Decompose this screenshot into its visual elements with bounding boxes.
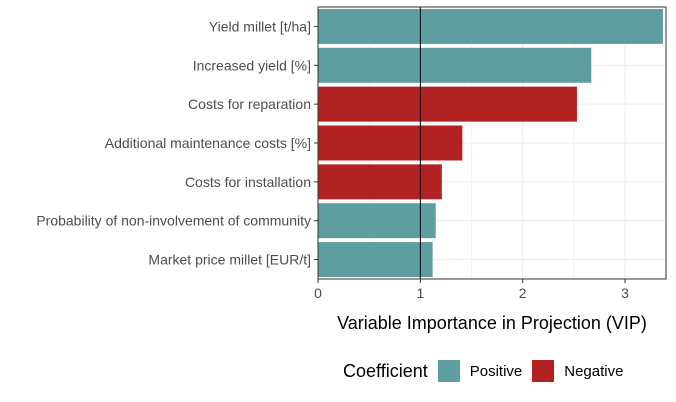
category-label: Costs for reparation — [188, 96, 311, 112]
category-label: Probability of non-involvement of commun… — [36, 213, 311, 229]
bar-negative — [318, 86, 577, 122]
category-label: Yield millet [t/ha] — [209, 18, 311, 34]
legend-title: Coefficient — [343, 360, 428, 381]
category-label: Costs for installation — [185, 174, 311, 190]
x-tick-label: 3 — [621, 285, 629, 301]
bar-positive — [318, 203, 436, 239]
x-tick-label: 0 — [314, 285, 322, 301]
legend-key-positive — [437, 360, 460, 382]
legend: Coefficient Positive Negative — [343, 356, 633, 386]
bar-positive — [318, 8, 663, 44]
legend-key-negative — [532, 360, 555, 382]
category-label: Increased yield [%] — [193, 57, 311, 73]
bar-negative — [318, 164, 442, 200]
x-tick-label: 1 — [416, 285, 424, 301]
legend-item-negative: Negative — [532, 360, 623, 382]
legend-label-positive: Positive — [469, 362, 523, 380]
bar-negative — [318, 125, 463, 161]
vip-bar-chart: Yield millet [t/ha] Increased yield [%] Co… — [36, 6, 667, 333]
legend-label-negative: Negative — [564, 362, 624, 380]
x-axis-ticks: 0 1 2 3 — [314, 279, 629, 301]
category-label: Additional maintenance costs [%] — [105, 135, 311, 151]
legend-item-positive: Positive — [437, 360, 523, 382]
bar-positive — [318, 47, 592, 83]
x-tick-label: 2 — [519, 285, 527, 301]
category-labels: Yield millet [t/ha] Increased yield [%] Co… — [36, 18, 318, 268]
x-axis-title: Variable Importance in Projection (VIP) — [337, 313, 647, 333]
category-label: Market price millet [EUR/t] — [148, 252, 311, 268]
bars-group — [318, 8, 663, 278]
bar-positive — [318, 242, 433, 278]
